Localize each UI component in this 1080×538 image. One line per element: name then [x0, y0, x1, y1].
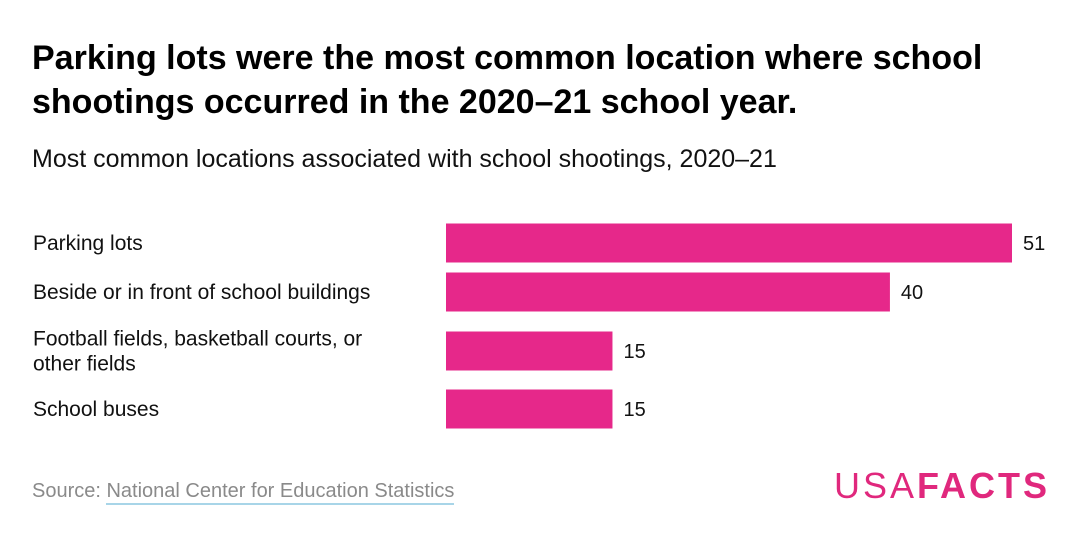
bar-value-label: 40	[901, 282, 923, 304]
bar-chart: 51 Parking lots 40 Beside or in front of sc…	[33, 223, 1045, 429]
usafacts-logo[interactable]: USAFACTS	[834, 464, 1050, 508]
bar-value-label: 15	[623, 341, 645, 363]
category-label: Beside or in front of school buildings	[33, 281, 370, 304]
category-label: Parking lots	[33, 232, 143, 255]
source-prefix: Source:	[32, 480, 107, 502]
source-link[interactable]: National Center for Education Statistics	[106, 480, 455, 505]
chart-title: Parking lots were the most common locati…	[32, 39, 983, 121]
bar	[446, 223, 1012, 263]
chart-subtitle: Most common locations associated with sc…	[32, 145, 777, 173]
bar	[446, 389, 613, 429]
logo-text-usa: USA	[833, 465, 917, 506]
category-label: School buses	[33, 398, 159, 421]
bar	[446, 331, 613, 371]
logo-text-facts: FACTS	[916, 465, 1050, 506]
bar	[446, 272, 890, 312]
bar-value-label: 51	[1023, 233, 1045, 255]
bar-value-label: 15	[623, 399, 645, 421]
source-note: Source: National Center for Education St…	[32, 477, 455, 505]
category-label: Football fields, basketball courts, or ot…	[33, 328, 362, 376]
